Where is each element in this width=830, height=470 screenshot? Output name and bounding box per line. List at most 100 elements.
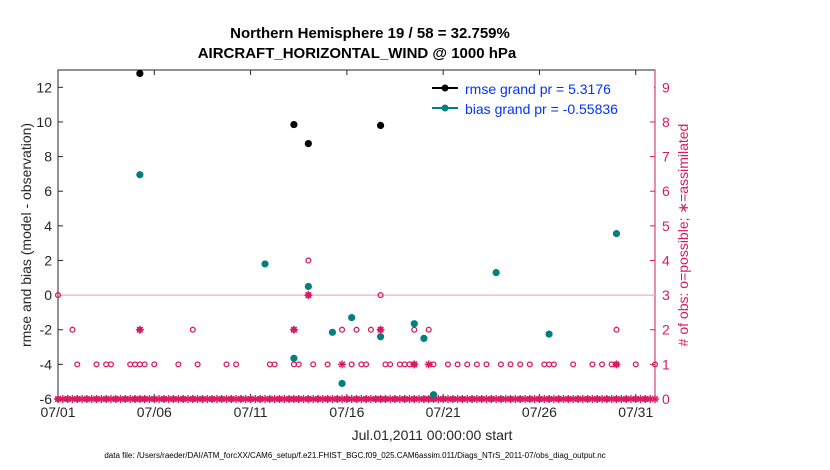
assimilated-obs-stroke (136, 395, 144, 403)
ticks-layer: 07/01 07/06 07/11 07/16 07/21 07/26 07/31 -6 -4 -… (36, 70, 670, 420)
assimilated-obs-stroke (203, 395, 211, 403)
assimilated-obs-stroke (252, 395, 259, 403)
assimilated-obs-stroke (300, 395, 307, 403)
assimilated-obs-stroke (324, 395, 331, 403)
bias-point (410, 320, 418, 328)
assimilated-obs-stroke (637, 395, 644, 403)
bias-point (429, 391, 438, 399)
possible-obs-marker (387, 361, 394, 368)
assimilated-obs-marker (371, 395, 380, 403)
assimilated-obs-stroke (569, 395, 577, 403)
legend-rmse-marker (441, 84, 449, 92)
possible-obs-marker (363, 361, 370, 368)
assimilated-obs-stroke (208, 395, 216, 403)
x-tick-label: 07/21 (426, 404, 461, 420)
assimilated-obs-stroke (170, 395, 177, 403)
assimilated-obs-stroke (613, 395, 620, 403)
bias-point (545, 330, 553, 338)
assimilated-obs-marker (246, 395, 255, 403)
assimilated-obs-stroke (435, 395, 442, 403)
assimilated-obs-marker (342, 395, 351, 403)
assimilated-obs-stroke (584, 395, 591, 403)
possible-obs-marker (151, 361, 158, 368)
legend-bias-label: bias grand pr = -0.55836 (465, 101, 618, 117)
assimilated-obs-stroke (189, 395, 197, 403)
y2-tick-label: 8 (662, 114, 670, 130)
y-tick-label: 2 (44, 252, 52, 268)
y2-tick-label: 6 (662, 183, 670, 199)
assimilated-obs-stroke (608, 395, 615, 403)
assimilated-obs-stroke (502, 395, 510, 403)
assimilated-obs-stroke (175, 395, 182, 403)
assimilated-obs-stroke (526, 395, 534, 403)
assimilated-obs-stroke (560, 395, 567, 403)
possible-obs-marker (425, 326, 432, 333)
y2-tick-label: 2 (662, 322, 670, 338)
assimilated-obs-stroke (497, 395, 505, 403)
assimilated-obs-stroke (598, 395, 606, 403)
possible-obs-marker (353, 326, 360, 333)
assimilated-obs-stroke (276, 395, 283, 403)
assimilated-obs-stroke (579, 395, 587, 403)
y2-tick-label: 0 (662, 391, 670, 407)
assimilated-obs-stroke (367, 395, 375, 403)
assimilated-obs-stroke (194, 395, 201, 403)
assimilated-obs-stroke (550, 395, 558, 403)
assimilated-obs-stroke (223, 395, 230, 403)
assimilated-obs-marker (217, 395, 226, 403)
assimilated-obs-stroke (59, 395, 67, 403)
bias-point (492, 268, 500, 277)
assimilated-obs-stroke (589, 395, 596, 403)
assimilated-obs-stroke (555, 395, 563, 403)
assimilated-obs-stroke (348, 395, 355, 403)
assimilated-obs-stroke (646, 395, 654, 403)
assimilated-obs-stroke (478, 395, 485, 403)
y-tick-label: 4 (44, 218, 52, 234)
bias-point (290, 354, 298, 362)
assimilated-obs-marker (304, 395, 313, 403)
y2-tick-label: 7 (662, 149, 670, 165)
assimilated-obs-marker (188, 395, 197, 403)
possible-obs-marker (339, 326, 346, 333)
assimilated-obs-marker (347, 395, 356, 403)
assimilated-obs-stroke (545, 395, 553, 403)
y2-tick-label: 9 (662, 79, 670, 95)
assimilated-obs-stroke (69, 395, 76, 403)
assimilated-obs-stroke (410, 395, 418, 403)
assimilated-obs-stroke (290, 326, 298, 334)
assimilated-obs-stroke (290, 395, 298, 403)
assimilated-obs-marker (530, 395, 539, 403)
assimilated-obs-stroke (338, 361, 346, 368)
assimilated-obs-stroke (386, 395, 394, 403)
assimilated-obs-stroke (507, 395, 514, 403)
y-tick-label: -4 (40, 356, 53, 372)
possible-obs-marker (310, 361, 317, 368)
assimilated-obs-stroke (338, 395, 346, 403)
assimilated-obs-stroke (305, 291, 312, 299)
assimilated-obs-stroke (627, 395, 635, 403)
assimilated-obs-stroke (266, 395, 274, 403)
assimilated-obs-stroke (228, 395, 235, 403)
y-tick-label: 6 (44, 183, 52, 199)
possible-obs-marker (483, 361, 490, 368)
bias-point (376, 333, 385, 341)
x-tick-label: 07/06 (137, 404, 172, 420)
assimilated-obs-stroke (122, 395, 129, 403)
assimilated-obs-stroke (83, 395, 91, 403)
assimilated-obs-stroke (593, 395, 601, 403)
assimilated-obs-marker (482, 395, 491, 403)
assimilated-obs-stroke (179, 395, 187, 403)
possible-obs-marker (507, 361, 514, 368)
possible-obs-marker (589, 361, 596, 368)
assimilated-obs-stroke (314, 395, 322, 403)
bias-point (612, 230, 621, 238)
assimilated-obs-stroke (372, 395, 380, 403)
assimilated-obs-stroke (536, 395, 543, 403)
assimilated-obs-marker (410, 360, 419, 369)
assimilated-obs-marker (131, 395, 140, 403)
assimilated-obs-stroke (603, 395, 611, 403)
assimilated-obs-stroke (454, 395, 461, 403)
assimilated-obs-stroke (247, 395, 254, 403)
assimilated-obs-stroke (488, 395, 495, 403)
assimilated-obs-stroke (410, 361, 418, 368)
